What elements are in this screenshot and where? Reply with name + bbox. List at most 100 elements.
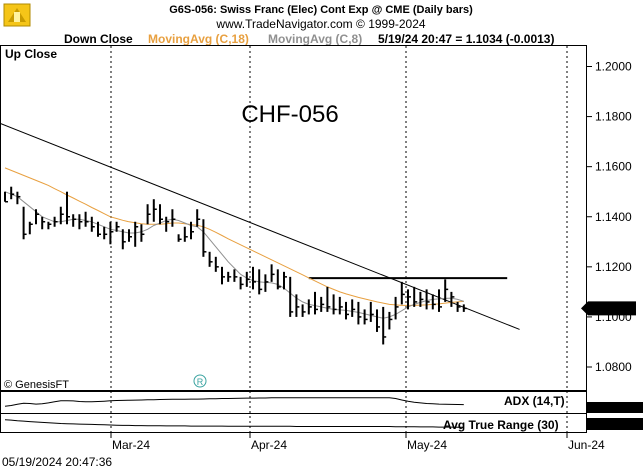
- price-bar: [208, 251, 213, 267]
- symbol-label: CHF-056: [241, 101, 338, 128]
- y-tick-label: 1.1200: [595, 260, 632, 274]
- price-bar: [307, 299, 312, 315]
- price-bar: [190, 221, 194, 240]
- price-bar: [159, 204, 163, 225]
- price-bar: [66, 191, 70, 225]
- y-tick-label: 1.1400: [595, 210, 632, 224]
- price-bar: [295, 294, 300, 317]
- x-tick-label: Mar-24: [112, 438, 150, 452]
- price-bar: [314, 291, 318, 315]
- price-bar: [419, 291, 424, 307]
- price-bar: [128, 229, 132, 242]
- price-bar: [357, 301, 362, 325]
- price-bar: [276, 269, 281, 290]
- price-bar: [413, 286, 418, 307]
- price-bar: [97, 221, 101, 237]
- price-bar: [456, 301, 461, 312]
- legend-down-close: Down Close: [64, 32, 133, 46]
- price-bar: [264, 274, 269, 292]
- price-bar: [59, 206, 64, 225]
- atr-line: [4, 419, 464, 428]
- legend-up-close: Up Close: [5, 47, 57, 61]
- adx-line: [4, 397, 464, 407]
- price-bar: [4, 191, 8, 203]
- price-bar: [239, 276, 244, 290]
- price-bars: [4, 186, 467, 345]
- copyright-text: www.TradeNavigator.com © 1999-2024: [215, 17, 425, 31]
- price-bar: [90, 216, 95, 232]
- price-bar: [146, 204, 151, 225]
- price-bar: [345, 301, 349, 320]
- price-bar: [152, 199, 157, 222]
- price-bar: [22, 206, 27, 240]
- price-bar: [450, 291, 455, 307]
- adx-value-marker: 15.25: [587, 401, 643, 415]
- y-tick-label: 1.1600: [595, 160, 632, 174]
- price-bar: [121, 229, 126, 250]
- price-bar: [16, 191, 21, 205]
- price-bar: [183, 226, 188, 242]
- legend-ma8: MovingAvg (C,8): [268, 32, 362, 46]
- price-bar: [326, 286, 331, 312]
- y-tick-label: 1.0800: [595, 360, 632, 374]
- price-bar: [258, 269, 263, 295]
- price-bar: [53, 216, 58, 227]
- price-bar: [72, 214, 77, 227]
- price-bar: [177, 234, 182, 242]
- price-bar: [115, 221, 120, 232]
- price-bar: [196, 209, 201, 227]
- month-grid: [110, 46, 568, 432]
- price-bar: [376, 309, 380, 332]
- y-tick-label: 1.1800: [595, 110, 632, 124]
- price-bar: [425, 289, 430, 310]
- price-bar: [84, 211, 89, 227]
- adx-value-label: 15.25: [590, 401, 620, 415]
- price-bar: [165, 216, 170, 232]
- price-bar: [214, 256, 219, 272]
- price-bar: [369, 301, 374, 322]
- chart-frames: [0, 45, 587, 433]
- price-bar: [462, 304, 467, 312]
- last-value-label: 1.1034: [590, 301, 627, 315]
- price-bar: [438, 289, 442, 312]
- price-bar: [134, 221, 139, 247]
- price-bar: [10, 186, 15, 200]
- price-bar: [233, 269, 238, 282]
- price-bar: [270, 264, 275, 282]
- price-bar: [388, 311, 393, 330]
- ma18-line: [4, 167, 464, 306]
- date-axis: Mar-24 Apr-24 May-24 Jun-24: [110, 433, 605, 452]
- x-tick-label: Apr-24: [251, 438, 287, 452]
- price-bar: [283, 271, 287, 290]
- trade-navigator-logo: [3, 3, 31, 27]
- price-bar: [35, 209, 39, 225]
- price-bar: [140, 224, 145, 242]
- ma8-line: [4, 191, 464, 319]
- price-bar: [320, 296, 325, 312]
- price-bar: [245, 271, 250, 287]
- price-bar: [47, 221, 52, 230]
- y-tick-label: 1.2000: [595, 60, 632, 74]
- registered-icon: R: [193, 374, 207, 388]
- price-bar: [41, 216, 46, 230]
- legend-quote: 5/19/24 20:47 = 1.1034 (-0.0013): [378, 32, 554, 46]
- atr-value-label: 0.006600: [588, 417, 638, 431]
- price-bar: [338, 296, 343, 315]
- legend-ma18: MovingAvg (C,18): [148, 32, 249, 46]
- price-bar: [363, 309, 368, 325]
- price-bar: [227, 271, 232, 282]
- price-bar: [444, 279, 449, 302]
- chart-header-title: G6S-056: Swiss Franc (Elec) Cont Exp @ C…: [169, 4, 473, 16]
- watermark-text: © GenesisFT: [4, 379, 69, 391]
- price-bar: [431, 294, 436, 310]
- price-bar: [351, 299, 356, 317]
- price-bar: [221, 266, 225, 285]
- price-bar: [332, 294, 337, 315]
- price-axis: 1.20001.18001.16001.14001.12001.10001.08…: [587, 60, 632, 374]
- atr-value-marker: 0.006600: [587, 417, 643, 431]
- price-bar: [394, 296, 399, 320]
- price-bar: [301, 304, 306, 317]
- price-bar: [252, 266, 256, 290]
- price-bar: [400, 281, 405, 305]
